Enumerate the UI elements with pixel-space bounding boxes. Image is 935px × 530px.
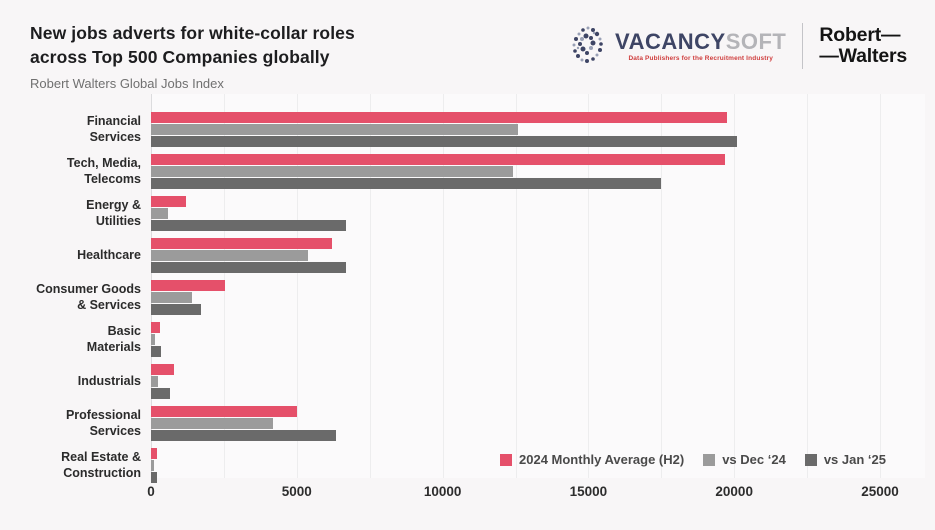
- category-label: Industrials: [77, 373, 141, 388]
- bar-group: [151, 322, 880, 357]
- gridline: [515, 94, 517, 478]
- category-label: Financial Services: [86, 113, 141, 144]
- bar: [151, 304, 201, 315]
- bar: [151, 418, 274, 429]
- bar: [151, 166, 513, 177]
- legend-label: vs Dec ‘24: [722, 452, 786, 467]
- bar: [151, 136, 738, 147]
- logo-group: VACANCYSOFT Data Publishers for the Recr…: [566, 22, 907, 70]
- bar-group: [151, 448, 880, 483]
- bar-group: [151, 112, 880, 147]
- x-tick-label: 10000: [423, 484, 462, 499]
- category-label: Healthcare: [77, 247, 141, 262]
- category-label: Consumer Goods & Services: [36, 281, 141, 312]
- bar: [151, 346, 162, 357]
- bar: [151, 448, 157, 459]
- bar: [151, 472, 158, 483]
- category-label: Energy & Utilities: [86, 197, 141, 228]
- x-tick-label: 20000: [715, 484, 753, 499]
- page-title-line1: New jobs adverts for white-collar roles: [30, 23, 355, 43]
- robert-walters-logo: Robert— —Walters: [819, 23, 907, 68]
- x-tick-label: 15000: [569, 484, 608, 499]
- legend: 2024 Monthly Average (H2) vs Dec ‘24 vs Ja…: [500, 452, 886, 467]
- bar: [151, 220, 347, 231]
- bar: [151, 154, 726, 165]
- bar: [151, 238, 332, 249]
- legend-item: 2024 Monthly Average (H2): [500, 452, 684, 467]
- bar-group: [151, 238, 880, 273]
- gridline: [369, 94, 371, 478]
- bar: [151, 430, 337, 441]
- legend-item: vs Jan ‘25: [804, 452, 886, 467]
- vacancysoft-logo: VACANCYSOFT Data Publishers for the Recr…: [566, 22, 786, 70]
- category-label: Professional Services: [65, 407, 141, 438]
- bar-group: [151, 154, 880, 189]
- x-tick-label: 5000: [281, 484, 312, 499]
- bar: [151, 250, 309, 261]
- gridline: [661, 94, 663, 478]
- bar-group: [151, 406, 880, 441]
- bar-group: [151, 364, 880, 399]
- vacancysoft-dots-icon: [572, 26, 603, 63]
- category-label: Basic Materials: [86, 323, 141, 354]
- bar: [151, 460, 154, 471]
- gridline: [880, 94, 881, 478]
- gridline: [807, 94, 809, 478]
- bar: [151, 280, 226, 291]
- gridline: [442, 94, 444, 478]
- bar: [151, 388, 170, 399]
- page-title: New jobs adverts for white-collar roles …: [30, 22, 355, 70]
- vacancysoft-name: VACANCYSOFT: [615, 28, 787, 54]
- category-label: Real Estate & Construction: [61, 449, 141, 480]
- bar: [151, 178, 662, 189]
- bar: [151, 406, 297, 417]
- legend-swatch: [500, 453, 512, 466]
- legend-swatch: [804, 453, 817, 466]
- bar: [151, 376, 159, 387]
- gridline: [296, 94, 298, 478]
- bar: [151, 334, 156, 345]
- logo-divider: [802, 23, 804, 69]
- bar: [151, 208, 169, 219]
- bar: [151, 262, 347, 273]
- bar-group: [151, 280, 880, 315]
- bar: [151, 322, 160, 333]
- legend-item: vs Dec ‘24: [703, 452, 786, 467]
- bar: [151, 292, 192, 303]
- bar-group: [151, 196, 880, 231]
- gridline: [588, 94, 590, 478]
- bar: [151, 196, 186, 207]
- vacancysoft-tagline: Data Publishers for the Recruitment Indu…: [628, 54, 773, 62]
- vacancysoft-wordmark: VACANCYSOFT Data Publishers for the Recr…: [615, 28, 787, 62]
- gridline: [734, 94, 736, 478]
- category-label: Tech, Media, Telecoms: [66, 155, 141, 186]
- x-tick-label: 0: [147, 484, 155, 499]
- legend-label: vs Jan ‘25: [823, 452, 886, 467]
- x-tick-label: 25000: [861, 484, 899, 499]
- robert-walters-line1: Robert—: [819, 23, 901, 46]
- bar: [151, 112, 727, 123]
- legend-swatch: [703, 453, 716, 466]
- page-subtitle: Robert Walters Global Jobs Index: [30, 76, 224, 91]
- legend-label: 2024 Monthly Average (H2): [519, 452, 685, 467]
- bar: [151, 364, 175, 375]
- page-title-line2: across Top 500 Companies globally: [30, 46, 330, 67]
- bar: [151, 124, 519, 135]
- robert-walters-line2: —Walters: [819, 45, 907, 67]
